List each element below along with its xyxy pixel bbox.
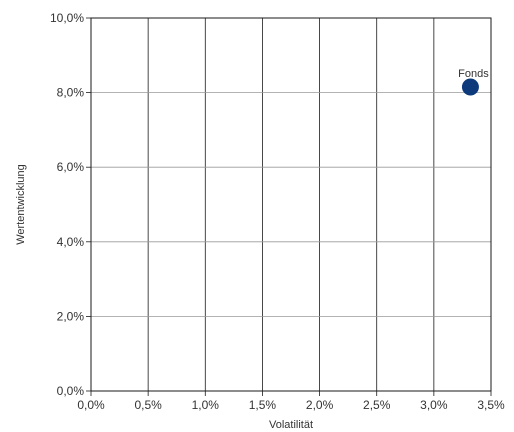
x-tick-label: 0,5%	[134, 398, 162, 412]
x-tick-label: 1,0%	[192, 398, 220, 412]
y-tick-label: 6,0%	[57, 160, 85, 174]
data-point-label: Fonds	[458, 68, 489, 80]
data-point	[461, 78, 479, 96]
y-tick-label: 2,0%	[57, 309, 85, 323]
y-tick-label: 10,0%	[50, 11, 84, 25]
x-tick-label: 2,0%	[306, 398, 334, 412]
plot-frame	[90, 17, 492, 392]
x-tick-label: 3,5%	[477, 398, 505, 412]
y-tick-label: 4,0%	[57, 235, 85, 249]
data-points: Fonds	[458, 68, 489, 96]
x-tick-label: 1,5%	[249, 398, 277, 412]
y-axis-ticks: 0,0% 2,0% 4,0% 6,0% 8,0% 10,0%	[50, 11, 91, 398]
x-tick-label: 0,0%	[77, 398, 105, 412]
x-axis-ticks: 0,0% 0,5% 1,0% 1,5% 2,0% 2,5% 3,0% 3,5%	[77, 391, 505, 412]
y-axis-title: Wertentwicklung	[15, 164, 27, 245]
y-tick-label: 8,0%	[57, 86, 85, 100]
x-tick-label: 2,5%	[363, 398, 391, 412]
y-tick-label: 0,0%	[57, 384, 85, 398]
x-axis-title: Volatilität	[269, 419, 313, 431]
grid	[91, 18, 491, 391]
x-tick-label: 3,0%	[420, 398, 448, 412]
